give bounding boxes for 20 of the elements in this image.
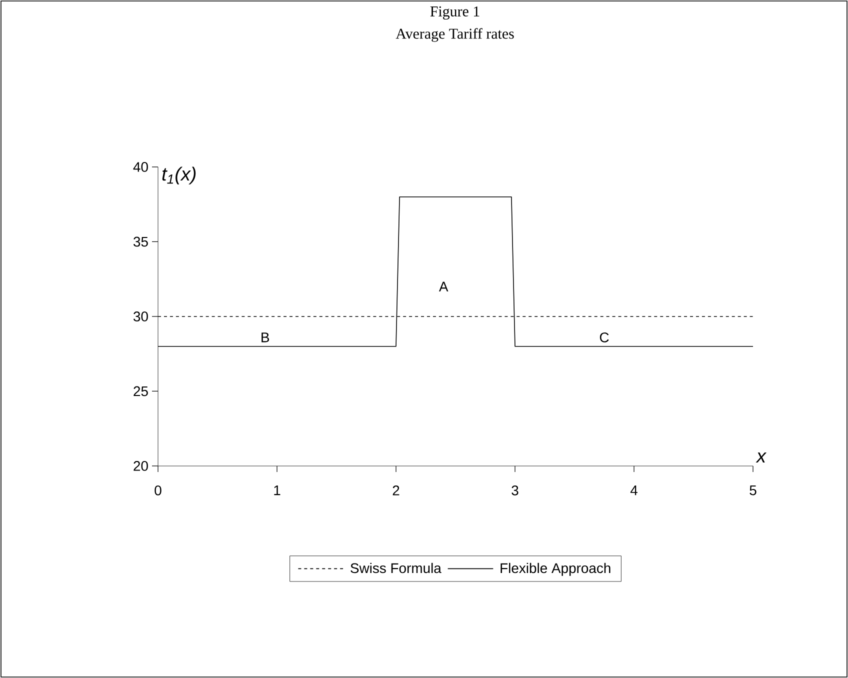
x-axis-title: x [756, 452, 767, 462]
y-tick-label: 25 [134, 386, 148, 396]
chart-subtitle: Average Tariff rates [396, 28, 514, 42]
legend-label: Flexible Approach [500, 562, 610, 576]
y-tick-label: 30 [134, 312, 148, 322]
x-tick-label: 0 [154, 485, 162, 496]
x-tick-label: 2 [392, 485, 400, 496]
y-tick-label: 20 [134, 461, 148, 471]
annotation: A [438, 282, 448, 292]
annotation: C [600, 332, 609, 342]
legend-label: Swiss Formula [350, 562, 442, 574]
y-axis-title: t$_{1}$(x) [162, 166, 196, 184]
y-tick-label: 35 [134, 236, 148, 247]
x-tick-label: 4 [630, 486, 638, 496]
x-tick-label: 5 [750, 486, 756, 496]
chart-title: Figure 1 [430, 6, 480, 20]
x-tick-label: 3 [512, 485, 518, 496]
annotation: B [262, 332, 270, 342]
x-tick-label: 1 [274, 486, 280, 496]
y-tick-label: 40 [133, 162, 148, 172]
